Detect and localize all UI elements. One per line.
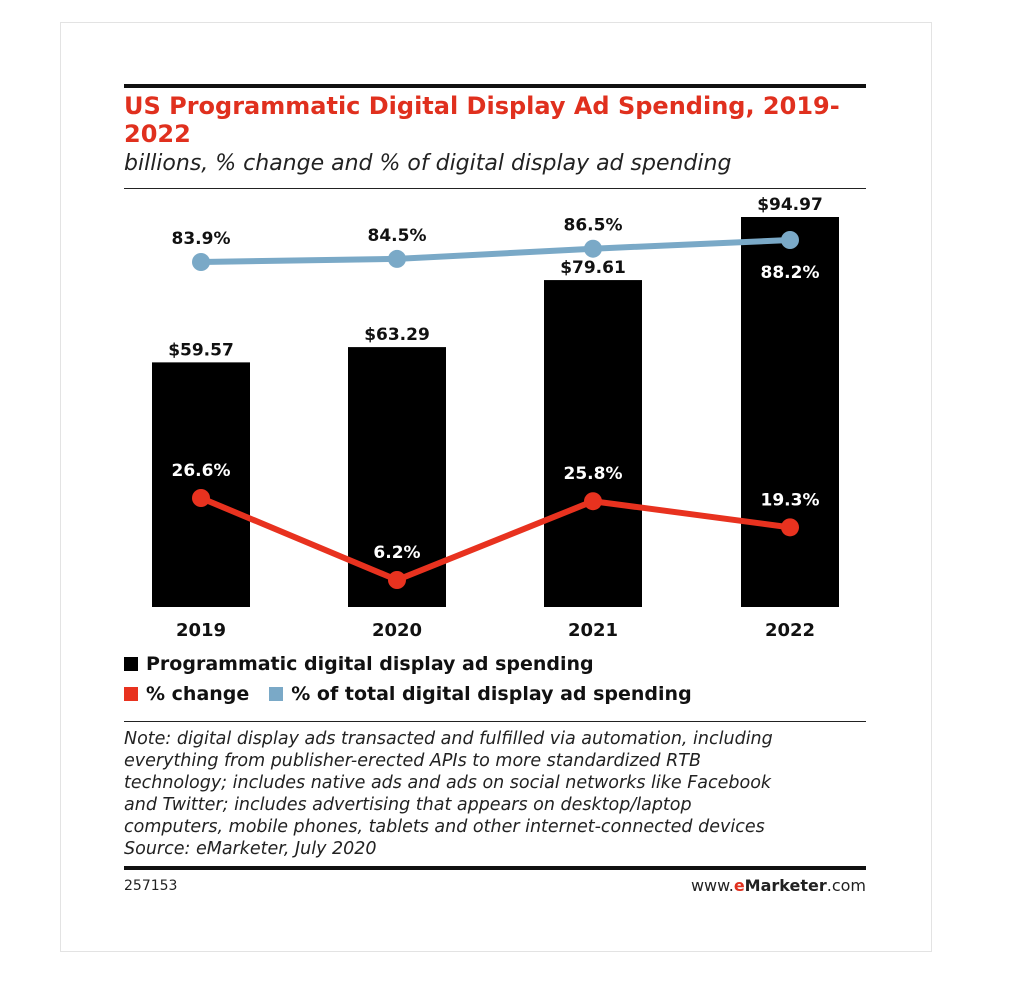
change-line <box>198 495 793 583</box>
legend-swatch-spending <box>124 657 138 671</box>
top-rule <box>124 84 866 88</box>
chart-note: Note: digital display ads transacted and… <box>124 728 866 860</box>
change-value-label: 6.2% <box>373 543 420 563</box>
brand-e: e <box>733 876 745 895</box>
x-tick-label: 2021 <box>568 620 618 641</box>
x-tick-label: 2020 <box>372 620 422 641</box>
note-line: and Twitter; includes advertising that a… <box>124 795 692 815</box>
change-value-label: 19.3% <box>761 490 820 510</box>
chart-subtitle: billions, % change and % of digital disp… <box>124 151 732 176</box>
note-line: Note: digital display ads transacted and… <box>124 729 773 749</box>
share-value-label: 88.2% <box>761 263 820 283</box>
legend-swatch-change <box>124 687 138 701</box>
note-line: technology; includes native ads and ads … <box>124 773 772 793</box>
note-line: computers, mobile phones, tablets and ot… <box>124 817 765 837</box>
share-point <box>584 239 602 258</box>
legend-label-change: % change <box>146 683 250 705</box>
share-value-label: 86.5% <box>564 216 623 236</box>
legend-label-spending: Programmatic digital display ad spending <box>146 653 594 675</box>
share-point <box>781 231 799 249</box>
legend-label-share: % of total digital display ad spending <box>291 683 692 705</box>
legend-item-spending: Programmatic digital display ad spending <box>124 653 594 675</box>
bar-2019 <box>152 362 250 607</box>
combo-chart: $59.57 $63.29 $79.61 $94.97 2019 2020 2021 2022… <box>152 195 839 641</box>
change-value-label: 25.8% <box>564 464 623 484</box>
bottom-rule <box>124 866 866 870</box>
chart-title: US Programmatic Digital Display Ad Spend… <box>124 92 866 148</box>
legend-swatch-share <box>269 687 284 701</box>
legend-rule <box>124 721 866 722</box>
change-point <box>388 571 406 589</box>
share-value-label: 83.9% <box>172 229 231 249</box>
legend-item-change: % change <box>124 683 249 705</box>
x-tick-label: 2022 <box>765 620 815 641</box>
brand-suffix: .com <box>826 876 866 895</box>
brand-link[interactable]: www.eMarketer.com <box>691 876 866 895</box>
bar-value-label: $59.57 <box>168 340 234 360</box>
share-value-label: 84.5% <box>368 226 427 246</box>
bar-2021 <box>544 280 642 607</box>
share-line <box>198 237 793 265</box>
brand-name: Marketer <box>744 876 827 895</box>
x-tick-label: 2019 <box>176 620 226 641</box>
change-value-label: 26.6% <box>172 461 231 481</box>
note-source: Source: eMarketer, July 2020 <box>124 839 377 859</box>
legend-row-2: % change % of total digital display ad s… <box>124 681 712 707</box>
legend-item-share: % of total digital display ad spending <box>269 683 692 705</box>
share-point <box>388 249 406 268</box>
legend-row-1: Programmatic digital display ad spending <box>124 651 614 677</box>
subtitle-rule <box>124 188 866 189</box>
change-point <box>781 518 799 537</box>
brand-prefix: www. <box>690 876 734 895</box>
chart-title-text: US Programmatic Digital Display Ad Spend… <box>124 92 840 148</box>
change-point <box>192 489 210 507</box>
chart-id: 257153 <box>124 878 178 894</box>
bar-2022 <box>741 217 839 607</box>
bar-value-label: $79.61 <box>560 258 626 278</box>
bar-value-label: $94.97 <box>757 195 823 215</box>
share-point <box>192 253 210 271</box>
change-point <box>584 492 602 511</box>
note-line: everything from publisher-erected APIs t… <box>124 751 701 771</box>
bar-value-label: $63.29 <box>364 325 430 345</box>
